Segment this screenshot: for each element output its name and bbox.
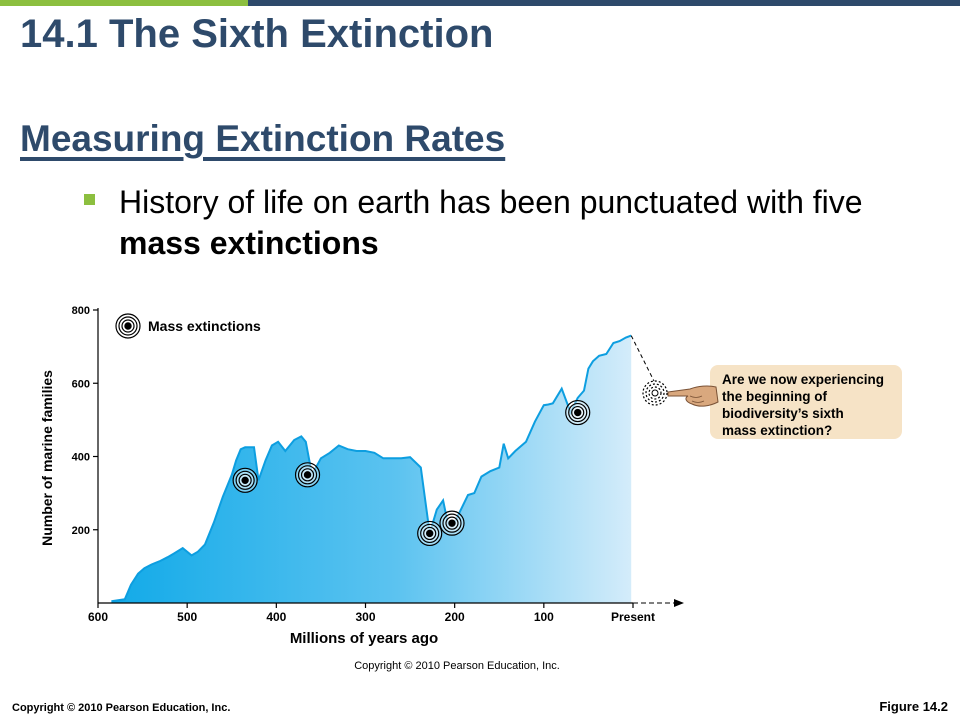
x-axis-label: Millions of years ago xyxy=(290,630,438,647)
bullet-text-normal: History of life on earth has been punctu… xyxy=(119,184,863,220)
y-axis-label: Number of marine families xyxy=(39,370,55,546)
y-tick-label: 600 xyxy=(72,378,90,390)
x-tick-label: 300 xyxy=(355,610,375,624)
y-tick-label: 800 xyxy=(72,305,90,317)
bullet-text-bold: mass extinctions xyxy=(119,225,379,261)
callout-box xyxy=(710,365,902,439)
callout-text-line: mass extinction? xyxy=(722,423,832,438)
pointing-hand-icon xyxy=(667,385,719,407)
extinction-chart: 600 500 400 300 200 100 Present 200 400 600 800 Ma… xyxy=(39,305,902,672)
future-extinction-marker xyxy=(642,380,668,406)
legend-label: Mass extinctions xyxy=(148,318,261,334)
mass-extinction-marker xyxy=(439,510,465,536)
chart-copyright: Copyright © 2010 Pearson Education, Inc. xyxy=(354,660,560,672)
mass-extinction-marker xyxy=(294,462,321,488)
extinction-markers xyxy=(232,399,591,547)
diversity-area xyxy=(111,335,632,603)
y-tick-label: 200 xyxy=(72,525,90,537)
slide-title: 14.1 The Sixth Extinction xyxy=(20,12,494,56)
axes-layer: 600 500 400 300 200 100 Present 200 400 600 800 xyxy=(72,305,684,624)
callout: Are we now experiencing the beginning of b… xyxy=(630,335,902,439)
x-tick-label: 600 xyxy=(88,610,108,624)
y-tick-label: 400 xyxy=(72,452,90,464)
top-accent-bar xyxy=(0,0,960,6)
x-tick-label: 400 xyxy=(266,610,286,624)
footer-copyright: Copyright © 2010 Pearson Education, Inc. xyxy=(12,702,231,714)
x-tick-label: 100 xyxy=(534,610,554,624)
legend: Mass extinctions xyxy=(115,313,261,339)
top-accent-blue xyxy=(248,0,960,6)
callout-text-line: the beginning of xyxy=(722,389,827,404)
top-accent-green xyxy=(0,0,248,6)
bullet-text: History of life on earth has been punctu… xyxy=(119,182,899,264)
legend-marker-icon xyxy=(115,313,141,339)
area-layer xyxy=(111,334,632,603)
x-tick-label: Present xyxy=(611,610,655,624)
slide-subtitle: Measuring Extinction Rates xyxy=(20,118,506,159)
projection-dashed-line xyxy=(630,335,655,382)
mass-extinction-marker xyxy=(232,467,258,493)
callout-text-line: Are we now experiencing xyxy=(722,372,884,387)
figure-label: Figure 14.2 xyxy=(879,699,948,714)
mass-extinction-marker xyxy=(565,399,591,426)
callout-text-line: biodiversity’s sixth xyxy=(722,406,844,421)
x-tick-label: 500 xyxy=(177,610,197,624)
diversity-line xyxy=(111,334,632,603)
mass-extinction-marker xyxy=(417,520,443,547)
x-tick-label: 200 xyxy=(445,610,465,624)
bullet-square-icon xyxy=(84,194,95,205)
